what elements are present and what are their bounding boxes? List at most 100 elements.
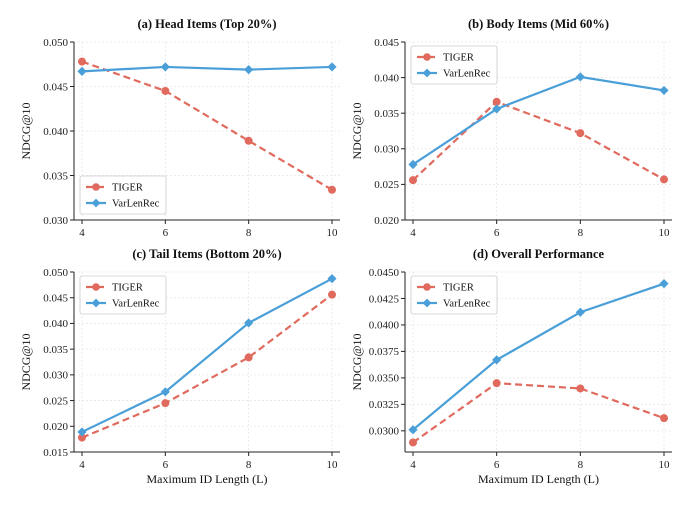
data-point-tiger (78, 57, 86, 66)
y-axis-label: NDCG@10 (350, 333, 364, 390)
x-tick-label: 8 (246, 459, 252, 471)
legend-marker-tiger (92, 283, 100, 291)
y-tick-label: 0.035 (43, 344, 68, 356)
data-point-varlenrec (244, 64, 254, 75)
data-point-varlenrec (77, 66, 87, 76)
chart-panel-3: 0.015 0.020 0.025 0.030 0.035 0.040 0.045 0.050… (19, 247, 340, 486)
legend-marker-varlenrec (422, 298, 432, 308)
x-tick-label: 8 (578, 459, 584, 471)
series-line-tiger (81, 60, 333, 191)
data-point-tiger (161, 399, 170, 408)
legend-label-tiger: TIGER (112, 283, 143, 294)
data-point-tiger (409, 176, 417, 185)
legend-box (410, 45, 498, 85)
legend-label-varlenrec: VarLenRec (443, 69, 491, 80)
x-axis-label: Maximum ID Length (L) (147, 472, 268, 486)
legend-marker-varlenrec (422, 68, 432, 78)
y-tick-label: 0.030 (374, 144, 399, 156)
chart-title: (b) Body Items (Mid 60%) (468, 17, 609, 31)
y-tick-label: 0.040 (43, 126, 68, 138)
y-axis-label: NDCG@10 (19, 333, 33, 390)
data-point-varlenrec (492, 104, 502, 114)
series-line-varlenrec (81, 65, 333, 73)
y-tick-label: 0.0300 (369, 426, 400, 438)
y-tick-label: 0.040 (374, 72, 399, 84)
series-line-varlenrec (81, 277, 333, 433)
y-axis-label: NDCG@10 (19, 102, 33, 159)
x-tick-label: 6 (494, 459, 500, 471)
y-tick-label: 0.035 (374, 108, 399, 120)
y-tick-label: 0.0375 (369, 346, 400, 358)
data-point-tiger (660, 175, 668, 184)
x-tick-label: 4 (79, 227, 85, 239)
legend-label-tiger: TIGER (443, 53, 474, 64)
x-tick-label: 10 (659, 227, 671, 239)
legend-marker-tiger (92, 183, 100, 191)
data-point-tiger (161, 86, 170, 95)
data-point-tiger (328, 185, 336, 194)
data-point-varlenrec (408, 425, 418, 435)
legend-marker-varlenrec (91, 298, 101, 308)
legend-label-varlenrec: VarLenRec (112, 299, 160, 310)
x-tick-label: 10 (659, 459, 671, 471)
x-tick-label: 6 (494, 227, 500, 239)
legend: TIGER VarLenRec (79, 275, 167, 315)
y-tick-label: 0.050 (43, 37, 68, 49)
x-tick-label: 4 (410, 227, 416, 239)
series-line-tiger (412, 100, 665, 181)
legend: TIGER VarLenRec (79, 175, 167, 215)
x-tick-label: 6 (163, 459, 169, 471)
y-tick-label: 0.025 (374, 179, 399, 191)
legend-label-varlenrec: VarLenRec (112, 199, 160, 210)
y-tick-label: 0.020 (374, 215, 399, 227)
data-point-varlenrec (160, 62, 170, 72)
data-point-varlenrec (575, 307, 585, 317)
y-tick-label: 0.0450 (369, 267, 400, 279)
data-point-varlenrec (327, 62, 337, 72)
x-axis-label: Maximum ID Length (L) (478, 472, 599, 486)
data-point-tiger (492, 379, 501, 388)
y-tick-label: 0.045 (374, 37, 399, 49)
data-point-varlenrec (327, 274, 337, 284)
data-point-varlenrec (244, 318, 254, 328)
chart-title: (c) Tail Items (Bottom 20%) (132, 247, 281, 261)
data-point-tiger (660, 414, 668, 423)
data-point-varlenrec (659, 85, 669, 96)
y-tick-label: 0.050 (43, 267, 68, 279)
y-axis-label: NDCG@10 (350, 102, 364, 159)
x-tick-label: 8 (578, 227, 584, 239)
legend-marker-tiger (423, 53, 431, 61)
x-tick-label: 4 (410, 459, 416, 471)
data-point-tiger (328, 290, 336, 299)
x-tick-label: 8 (246, 227, 252, 239)
series-line-tiger (412, 382, 665, 444)
data-point-tiger (244, 136, 253, 145)
data-point-varlenrec (492, 355, 502, 365)
legend-label-tiger: TIGER (443, 283, 474, 294)
chart-title: (d) Overall Performance (473, 247, 605, 261)
y-tick-label: 0.0350 (369, 373, 400, 385)
legend-marker-varlenrec (91, 198, 101, 208)
y-tick-label: 0.025 (43, 395, 68, 407)
legend: TIGER VarLenRec (410, 45, 498, 85)
x-tick-label: 10 (327, 227, 339, 239)
data-point-tiger (78, 433, 86, 442)
series-line-tiger (81, 293, 333, 439)
chart-panel-4: 0.0300 0.0325 0.0350 0.0375 0.0400 0.0425 0.04… (350, 247, 672, 486)
data-point-varlenrec (575, 72, 585, 82)
y-tick-label: 0.0425 (369, 293, 400, 305)
y-tick-label: 0.040 (43, 318, 68, 330)
legend-box (79, 175, 167, 215)
data-point-tiger (576, 384, 585, 393)
y-tick-label: 0.015 (43, 447, 68, 459)
y-tick-label: 0.030 (43, 370, 68, 382)
y-tick-label: 0.045 (43, 293, 68, 305)
chart-panel-2: 0.020 0.025 0.030 0.035 0.040 0.045 4 6 8 10 (b) B… (350, 17, 672, 239)
chart-panel-1: 0.030 0.035 0.040 0.045 0.050 4 6 8 10 (a) Head I… (19, 17, 340, 239)
data-point-varlenrec (659, 279, 669, 289)
chart-title: (a) Head Items (Top 20%) (137, 17, 276, 31)
data-point-tiger (244, 353, 253, 362)
x-tick-label: 4 (79, 459, 85, 471)
y-tick-label: 0.020 (43, 421, 68, 433)
